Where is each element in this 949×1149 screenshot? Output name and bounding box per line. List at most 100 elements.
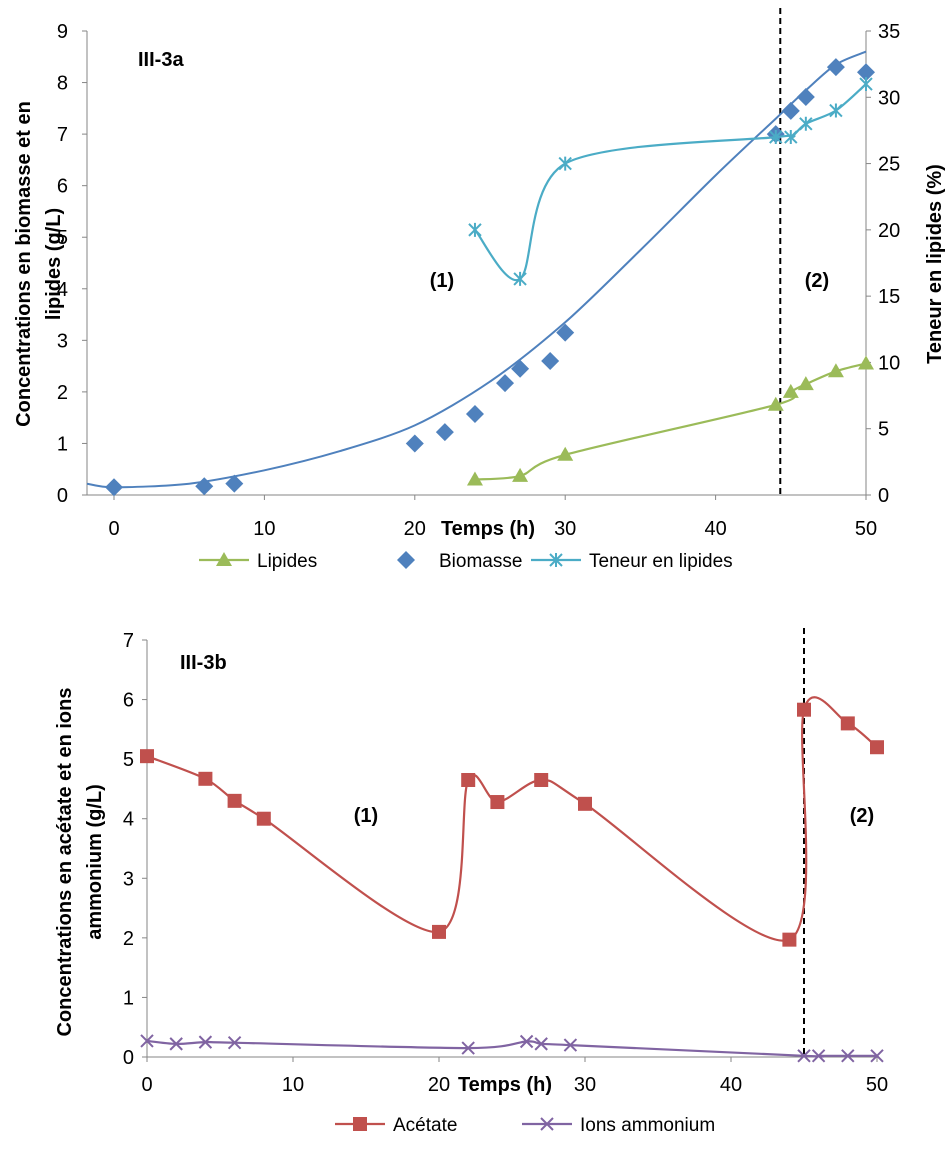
chart-a-teneur-en-lipides-point [513, 271, 527, 286]
chart-a-x-tick-label: 10 [253, 518, 275, 540]
chart-a-y-tick-label: 2 [57, 382, 68, 404]
chart-a-y2-tick-label: 25 [878, 154, 900, 176]
chart-a-biomasse-point [195, 477, 214, 496]
chart-a-biomasse-point [511, 359, 530, 378]
chart-b-acétate-point [840, 716, 855, 731]
chart-b-ions-ammonium-point [198, 1035, 213, 1049]
chart-b-y-tick-label: 3 [123, 868, 134, 890]
chart-a-y2-tick-label: 5 [878, 419, 889, 441]
chart-b-y-axis-title-line2: ammonium (g/L) [84, 784, 106, 940]
chart-a-y-axis-title-line2: lipides (g/L) [43, 208, 65, 320]
chart-b-phase-1-label: (1) [354, 805, 378, 827]
chart-b-y-tick-label: 6 [123, 690, 134, 712]
chart-a-teneur-en-lipides-point [799, 116, 813, 131]
chart-b-acétate-line [146, 696, 878, 942]
chart-a-lipides-point [512, 467, 529, 482]
chart-b-phase-2-label: (2) [850, 805, 874, 827]
chart-a-biomasse-point [465, 405, 484, 424]
chart-b: 0 1 2 3 4 5 6 7 0 10 20 30 40 50 III-3b (1) (2) Temps… [54, 628, 888, 1136]
chart-a-biomasse-point [225, 474, 244, 493]
chart-b-acétate-point [461, 772, 476, 787]
chart-a-biomasse-point [496, 374, 515, 393]
chart-a-biomasse-point [857, 63, 875, 82]
chart-a: 0 1 2 3 4 5 6 7 8 9 0 5 10 15 20 25 30 35 0 10 20 30 40 50 III-… [13, 8, 946, 572]
chart-b-acétate-point [140, 749, 154, 764]
chart-a-biomasse-point [556, 323, 575, 342]
chart-a-panel-label: III-3a [138, 49, 184, 71]
chart-b-ions-ammonium-point [227, 1035, 242, 1050]
chart-b-x-tick-label: 30 [574, 1074, 596, 1096]
chart-a-y-tick-label: 9 [57, 21, 68, 43]
chart-a-legend-teneur-en-lipides-marker [549, 553, 563, 567]
chart-a-y-tick-label: 0 [57, 485, 68, 507]
chart-b-ions-ammonium-point [140, 1034, 154, 1048]
chart-a-x-tick-label: 20 [404, 518, 426, 540]
chart-a-biomasse-point [781, 101, 800, 120]
chart-b-legend: Acétate Ions ammonium [335, 1115, 715, 1136]
chart-a-x-tick-label: 0 [108, 518, 119, 540]
chart-a-biomass-fit [86, 50, 867, 489]
chart-b-panel-label: III-3b [180, 652, 227, 674]
chart-a-teneur-en-lipides-point [468, 222, 482, 237]
chart-b-ions-ammonium-point [534, 1037, 548, 1051]
chart-b-ions-ammonium-point [169, 1037, 183, 1051]
chart-a-y-tick-label: 3 [57, 330, 68, 352]
chart-a-x-tick-label: 40 [704, 518, 726, 540]
chart-a-teneur-en-lipides-point [769, 130, 783, 145]
chart-a-y2-tick-label: 15 [878, 286, 900, 308]
chart-a-biomass-fit-curve [86, 50, 867, 489]
chart-a-lipides-line [474, 362, 867, 481]
chart-b-acétate-point [227, 793, 242, 808]
chart-a-y2-tick-label: 10 [878, 352, 900, 374]
chart-b-y-tick-label: 7 [123, 630, 134, 652]
chart-b-ions-ammonium-point [563, 1038, 578, 1052]
chart-b-y-tick-label: 1 [123, 987, 134, 1009]
chart-b-legend-acétate-label: Acétate [393, 1115, 457, 1136]
chart-b-y-tick-label: 4 [123, 809, 134, 831]
chart-b-ions-ammonium-point [519, 1034, 534, 1049]
chart-b-ions-ammonium-point [461, 1041, 475, 1055]
chart-a-phase-2-label: (2) [805, 270, 829, 292]
chart-b-y-axis-title-line1: Concentrations en acétate et en ions [54, 688, 76, 1037]
chart-a-x-tick-label: 30 [554, 518, 576, 540]
chart-b-acétate-point [782, 932, 797, 947]
chart-a-axes: 0 1 2 3 4 5 6 7 8 9 0 5 10 15 20 25 30 35 0 10 20 30 40 50 [57, 8, 900, 540]
chart-b-x-tick-label: 10 [282, 1074, 304, 1096]
chart-a-biomasse-point [435, 423, 454, 442]
chart-a-lipides-point [782, 383, 799, 398]
chart-b-ions-ammonium-line [146, 1039, 877, 1058]
chart-b-x-tick-label: 40 [720, 1074, 742, 1096]
chart-b-series [140, 696, 884, 1063]
chart-a-legend-lipides-marker [216, 552, 232, 566]
chart-a-biomasse-point [105, 478, 123, 497]
chart-a-legend-teneur-en-lipides-label: Teneur en lipides [589, 551, 733, 572]
chart-b-legend-ions-ammonium-label: Ions ammonium [580, 1115, 715, 1136]
chart-b-acétate-point [578, 796, 592, 811]
chart-a-x-tick-label: 50 [855, 518, 877, 540]
chart-a-teneur-en-lipides-point [829, 103, 843, 118]
chart-a-y-tick-label: 1 [57, 433, 68, 455]
chart-a-teneur-en-lipides-point [784, 130, 798, 145]
chart-a-y2-tick-label: 20 [878, 220, 900, 242]
chart-b-ions-ammonium-point [811, 1049, 826, 1063]
chart-b-acétate-point [490, 795, 505, 810]
chart-a-lipides-point [767, 396, 784, 411]
chart-a-series [105, 58, 875, 497]
chart-a-y2-axis-title: Teneur en lipides (%) [924, 164, 946, 364]
chart-a-legend-biomasse-label: Biomasse [439, 551, 522, 572]
chart-b-legend-ions-ammonium-marker [540, 1117, 554, 1131]
chart-a-y-tick-label: 7 [57, 124, 68, 146]
chart-a-biomasse-point [405, 434, 424, 453]
chart-b-ions-ammonium-point [841, 1049, 855, 1063]
chart-a-lipides-point [557, 446, 574, 461]
chart-b-x-tick-label: 20 [428, 1074, 450, 1096]
chart-a-teneur-en-lipides-line [474, 83, 867, 282]
chart-a-biomasse-point [796, 87, 815, 106]
chart-a-lipides-point [797, 376, 814, 391]
chart-a-lipides-point [858, 355, 874, 370]
chart-a-y-tick-label: 8 [57, 73, 68, 95]
chart-a-lipides-point [466, 471, 483, 486]
chart-b-ions-ammonium-point [797, 1049, 811, 1063]
chart-a-biomasse-point [541, 351, 560, 370]
